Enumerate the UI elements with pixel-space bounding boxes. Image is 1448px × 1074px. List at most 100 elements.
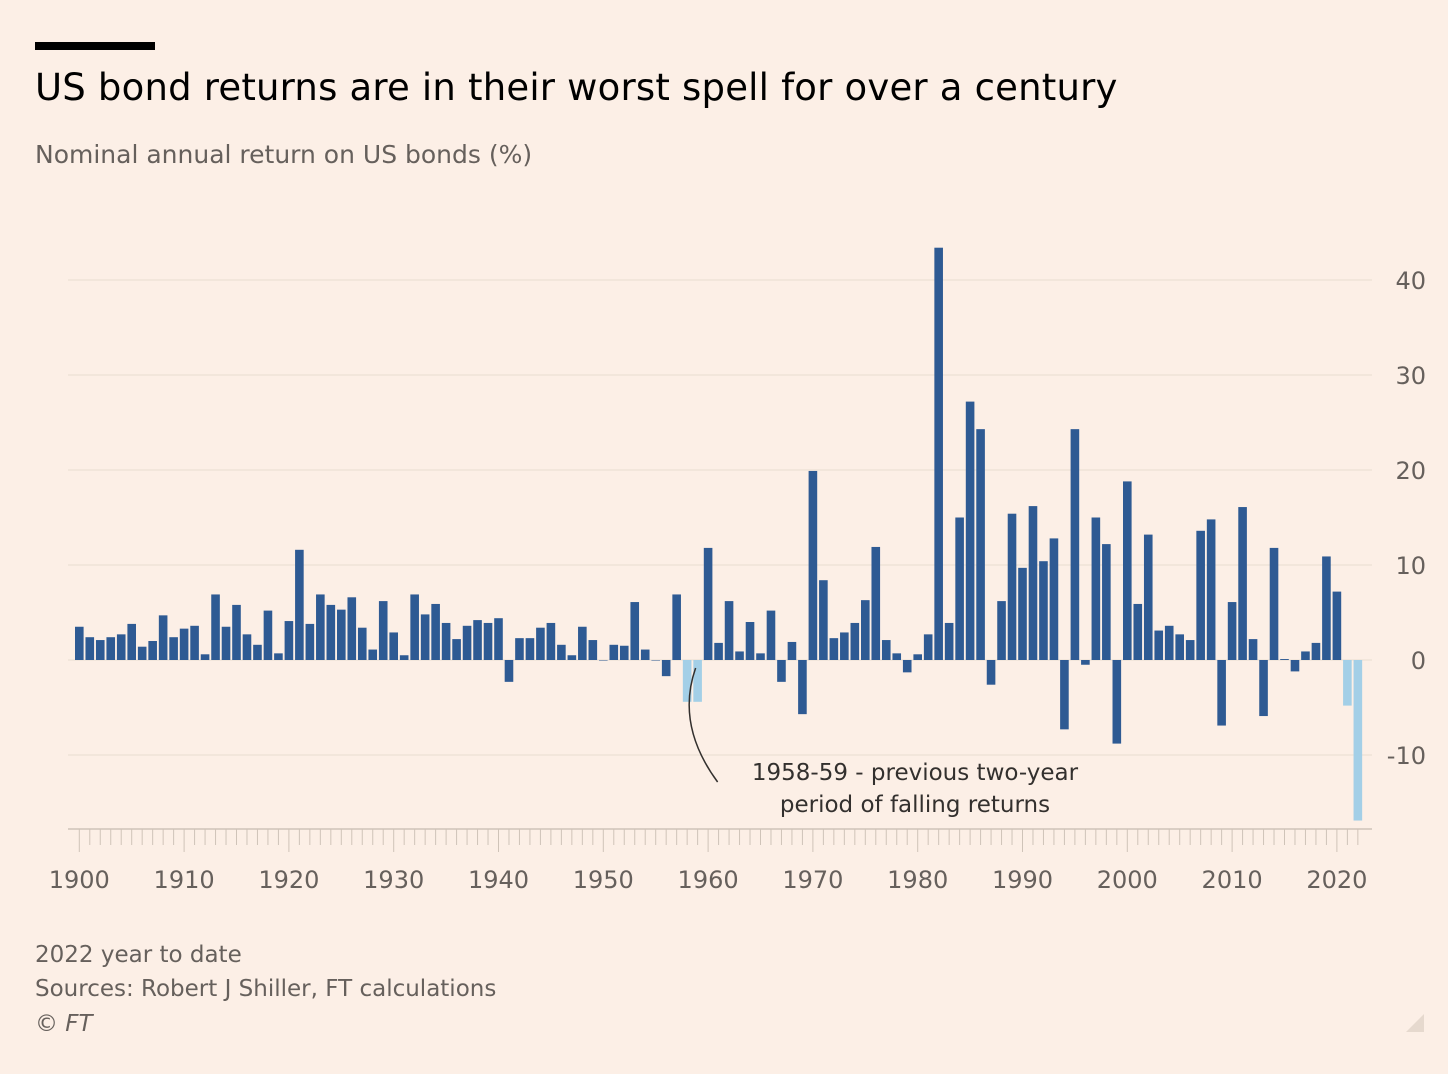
footnote-sources: Sources: Robert J Shiller, FT calculatio… [35, 976, 497, 1002]
x-tick-label: 1950 [573, 866, 634, 894]
bar [1081, 660, 1090, 665]
bar [347, 597, 357, 660]
bar [410, 594, 419, 660]
bar [923, 634, 933, 660]
bar [661, 660, 671, 677]
x-tick-label: 1910 [154, 866, 215, 894]
bar [902, 660, 912, 673]
bar [588, 640, 598, 660]
top-rule [35, 42, 155, 50]
bar [1280, 659, 1289, 660]
bar [1091, 517, 1101, 660]
bar [1185, 640, 1195, 660]
bar [1238, 507, 1247, 660]
bar [494, 618, 503, 660]
bar [672, 594, 681, 660]
y-tick-label: -10 [1387, 742, 1426, 770]
bar [640, 649, 650, 660]
bar [1028, 506, 1038, 660]
bar [169, 637, 178, 660]
bar [745, 622, 755, 660]
bar [714, 642, 723, 660]
bar [1217, 660, 1226, 726]
bar [1143, 534, 1153, 660]
bar [368, 649, 378, 660]
bar [253, 644, 262, 660]
bar [536, 627, 545, 660]
bar [1112, 660, 1122, 744]
bar [557, 644, 566, 660]
bar [1227, 602, 1237, 660]
bar [399, 655, 409, 660]
bar [850, 622, 860, 660]
bar [95, 640, 105, 660]
bar [295, 549, 304, 660]
x-tick-label: 1940 [468, 866, 529, 894]
bar [913, 654, 922, 660]
bar [1007, 513, 1017, 660]
footnote-ytd: 2022 year to date [35, 942, 242, 968]
bar [546, 622, 556, 660]
y-tick-label: 40 [1395, 267, 1426, 295]
resize-corner-icon [1406, 1014, 1424, 1032]
bar [630, 602, 640, 660]
x-tick-label: 1960 [678, 866, 739, 894]
bar [1311, 642, 1321, 660]
bar [85, 637, 95, 660]
bar [200, 654, 210, 660]
bar [452, 639, 461, 660]
bar [1353, 660, 1363, 821]
bar [1269, 547, 1279, 660]
bar [284, 621, 294, 660]
bar [1322, 556, 1331, 660]
bar [881, 640, 891, 660]
bar [483, 622, 493, 660]
bar [389, 632, 398, 660]
x-tick-label: 2000 [1097, 866, 1158, 894]
bar [137, 646, 147, 660]
bar [1018, 567, 1027, 660]
bar [1123, 481, 1132, 660]
bar [651, 660, 660, 661]
bar [378, 601, 388, 660]
bar [997, 601, 1006, 660]
bar [179, 628, 189, 660]
bar [1332, 591, 1342, 660]
bar [693, 660, 702, 702]
bar [1259, 660, 1268, 717]
y-tick-label: 0 [1411, 647, 1426, 675]
bar [1070, 429, 1080, 660]
annotation-text: 1958-59 - previous two-year [752, 760, 1079, 786]
bar [190, 625, 199, 660]
bar [232, 604, 241, 660]
y-tick-label: 20 [1395, 457, 1426, 485]
bar [525, 638, 535, 660]
bar [955, 517, 964, 660]
bar [756, 653, 765, 660]
bar [148, 641, 157, 660]
bar [1196, 530, 1205, 660]
x-tick-label: 2010 [1202, 866, 1263, 894]
bar [808, 470, 818, 660]
bar [619, 645, 629, 660]
bar [787, 641, 797, 660]
bar [1154, 630, 1164, 660]
bar [965, 401, 975, 660]
bar [934, 247, 943, 660]
bar [211, 594, 220, 660]
bar [158, 615, 168, 660]
bar [819, 580, 828, 660]
bar [766, 610, 776, 660]
bar [578, 626, 587, 660]
bar [724, 601, 734, 660]
bar [326, 604, 336, 660]
x-tick-label: 2020 [1306, 866, 1367, 894]
bar [567, 655, 577, 660]
bar [703, 547, 713, 660]
y-tick-label: 30 [1395, 362, 1426, 390]
bar [515, 638, 524, 660]
bar [305, 623, 315, 660]
bar [1039, 561, 1048, 660]
bar [798, 660, 807, 715]
